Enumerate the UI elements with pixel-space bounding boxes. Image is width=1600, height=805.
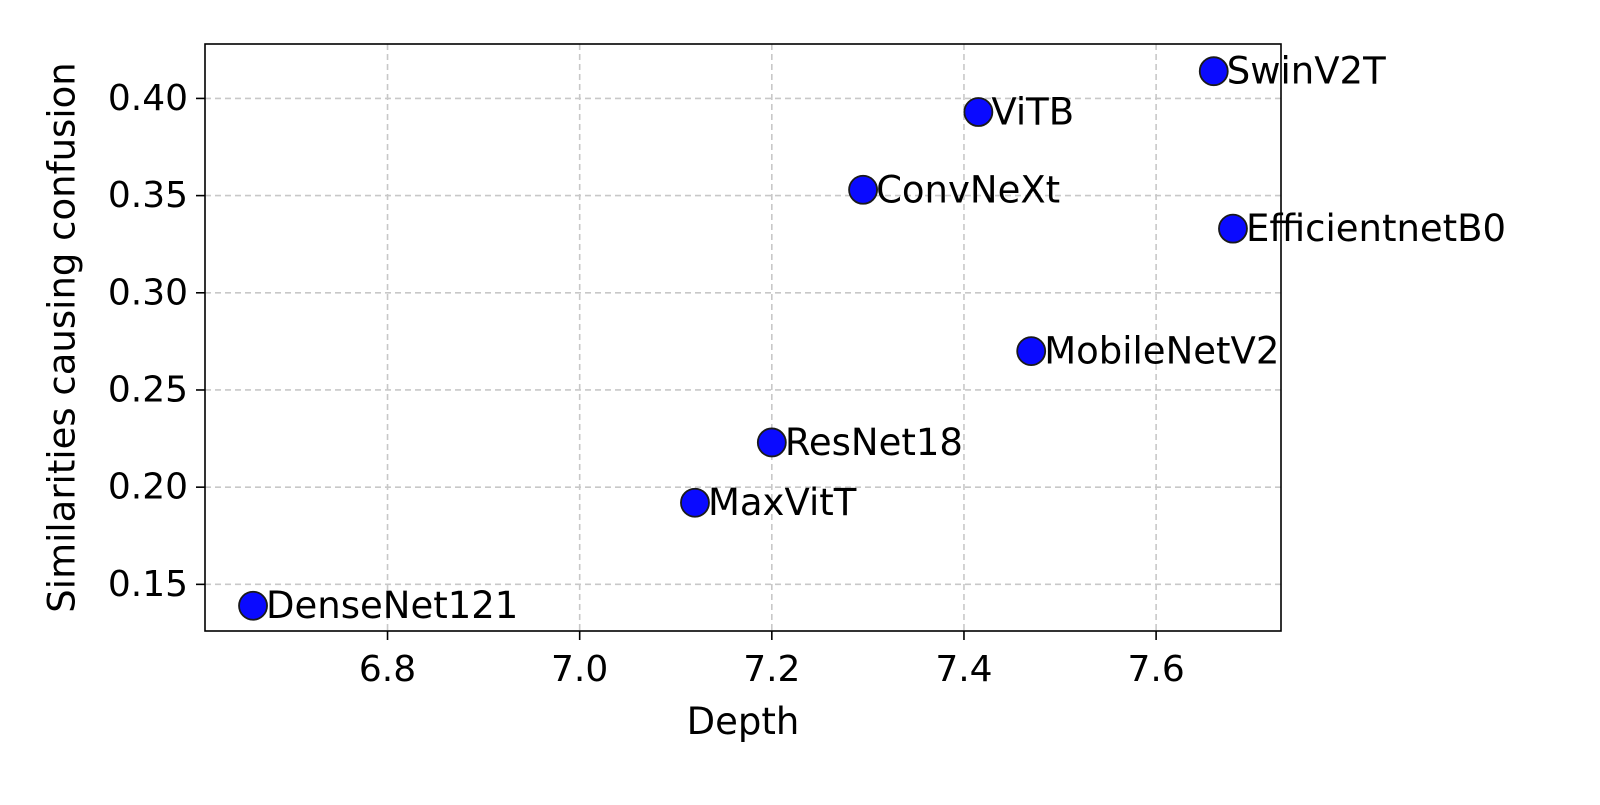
point-label: MaxVitT bbox=[708, 481, 857, 524]
data-point bbox=[963, 97, 994, 127]
point-label: ResNet18 bbox=[785, 421, 963, 464]
x-tick-label: 7.2 bbox=[743, 649, 800, 690]
y-tick-label: 0.40 bbox=[108, 78, 188, 119]
point-label: EfficientnetB0 bbox=[1246, 207, 1506, 250]
x-tick-label: 7.4 bbox=[935, 649, 992, 690]
plot-frame bbox=[204, 43, 1282, 632]
x-tick-label: 7.0 bbox=[551, 649, 608, 690]
x-axis-label: Depth bbox=[687, 700, 800, 743]
point-label: SwinV2T bbox=[1227, 50, 1386, 93]
y-tick-label: 0.20 bbox=[108, 467, 188, 508]
grid-lines bbox=[205, 44, 1281, 631]
point-label: ViTB bbox=[991, 91, 1074, 134]
point-label: ConvNeXt bbox=[876, 168, 1060, 211]
y-tick-label: 0.25 bbox=[108, 369, 188, 410]
data-point bbox=[756, 427, 787, 458]
x-tick-label: 7.6 bbox=[1127, 649, 1184, 690]
data-point bbox=[238, 590, 268, 621]
data-points: DenseNet121 MaxVitT ResNet18 ConvNeXt ViTB Mo… bbox=[238, 50, 1506, 627]
y-axis-label: Similarities causing confusion bbox=[41, 62, 84, 612]
point-label: DenseNet121 bbox=[266, 584, 518, 627]
data-point bbox=[848, 174, 878, 205]
data-point bbox=[680, 487, 710, 518]
data-point bbox=[1016, 336, 1047, 367]
y-tick-label: 0.15 bbox=[108, 564, 188, 605]
point-label: MobileNetV2 bbox=[1044, 330, 1279, 373]
data-point bbox=[1198, 56, 1229, 87]
y-tick-label: 0.30 bbox=[108, 272, 188, 313]
data-point bbox=[1218, 213, 1248, 244]
y-tick-label: 0.35 bbox=[108, 175, 188, 216]
x-tick-label: 6.8 bbox=[359, 649, 416, 690]
axis-ticks: 6.8 7.0 7.2 7.4 7.6 0.15 0.20 0.25 0.30 0.35 0.40 bbox=[108, 78, 1185, 690]
